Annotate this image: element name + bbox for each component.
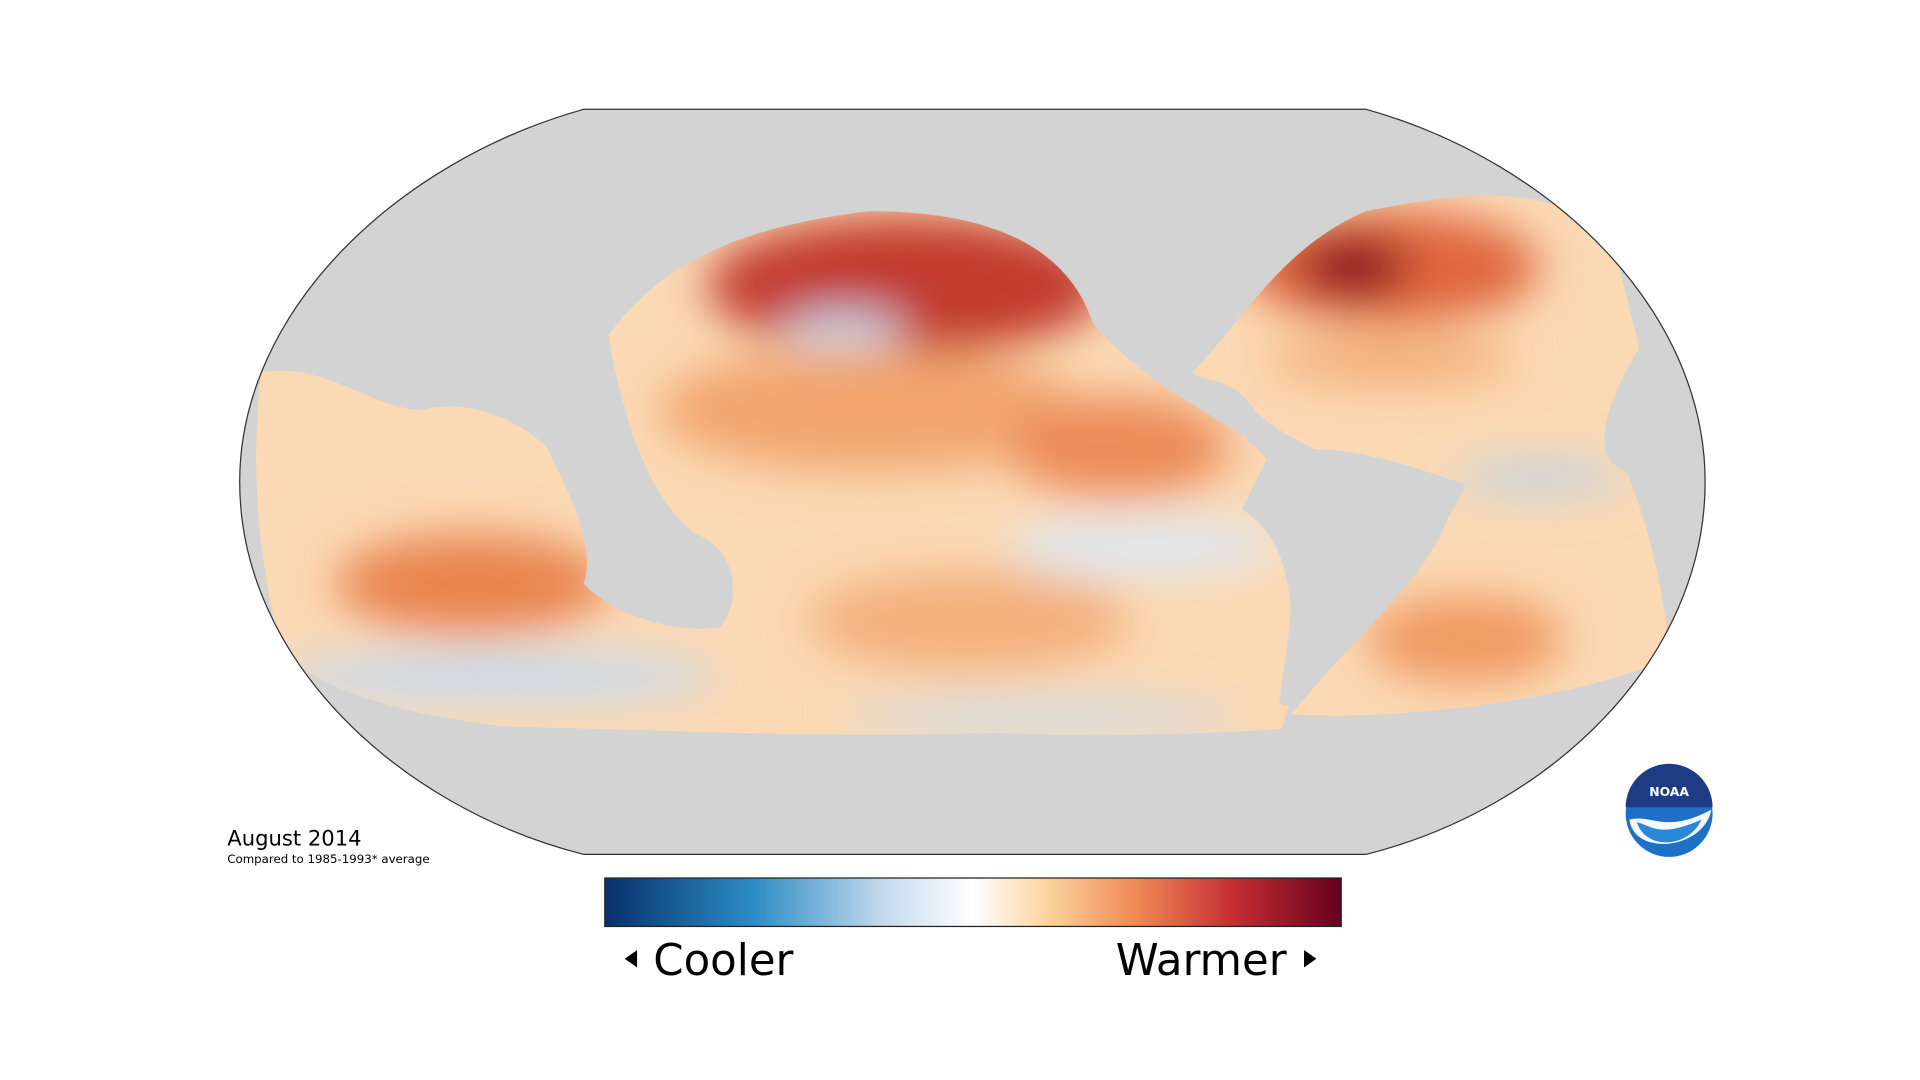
warmer-label: Warmer	[1116, 936, 1287, 986]
noaa-logo: NOAA	[1625, 763, 1713, 857]
logo-text: NOAA	[1649, 784, 1689, 799]
map-title: August 2014	[227, 826, 361, 851]
cooler-label: Cooler	[653, 936, 793, 986]
south-america	[1266, 449, 1466, 706]
cooler-arrow	[624, 950, 638, 968]
map	[239, 109, 1706, 855]
antarctica	[239, 695, 1706, 855]
map-layer: August 2014 Compared to 1985-1993* avera…	[227, 108, 1713, 986]
australia	[583, 530, 734, 629]
map-outline	[239, 108, 1706, 856]
warmer-arrow	[1303, 950, 1317, 968]
color-bar	[604, 877, 1342, 928]
map-subtitle: Compared to 1985-1993* average	[227, 852, 429, 866]
